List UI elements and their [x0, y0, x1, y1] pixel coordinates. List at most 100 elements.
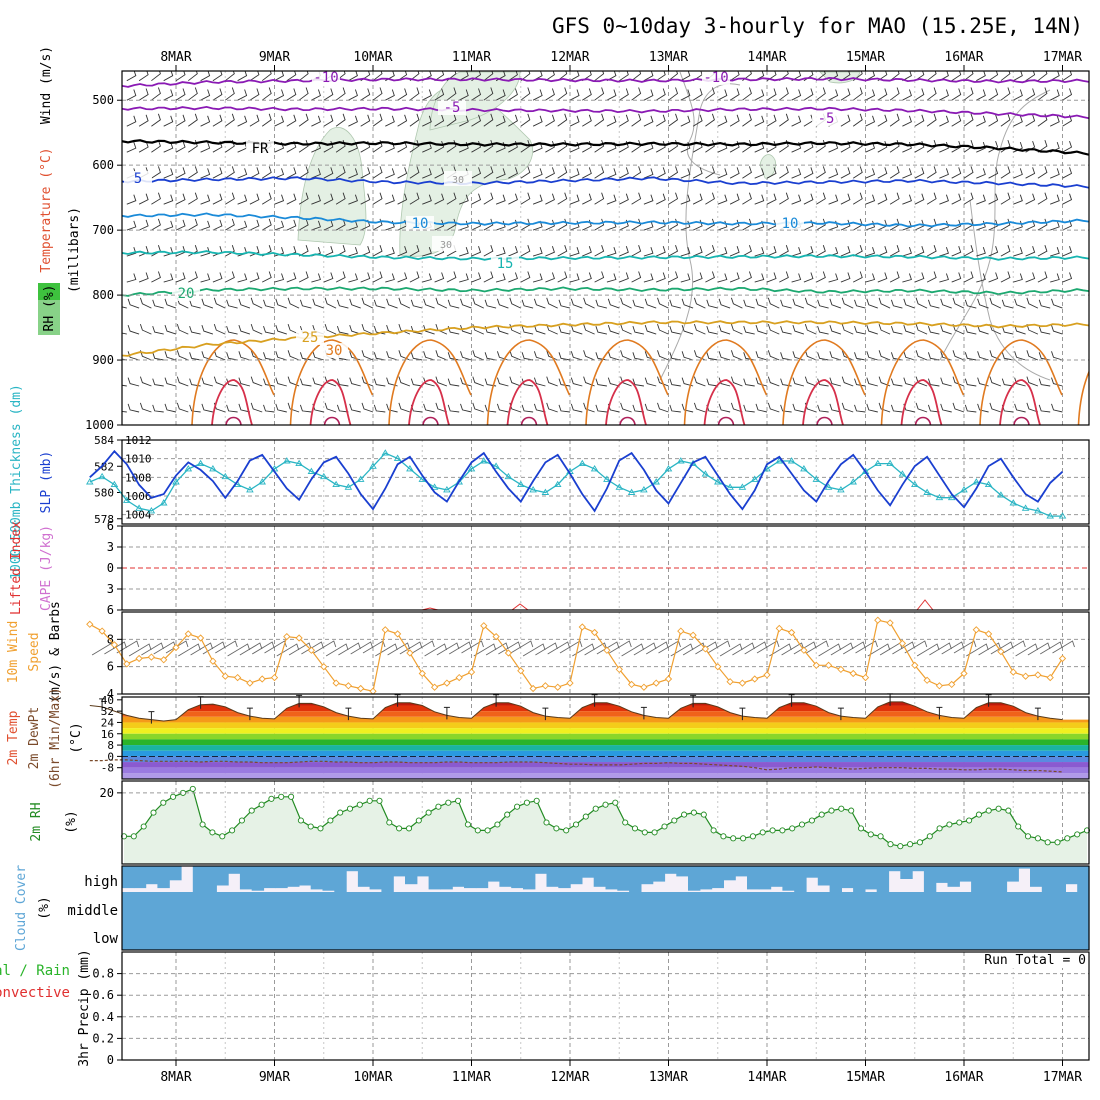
cloud-bar	[971, 921, 984, 950]
wind-barb	[323, 219, 334, 231]
cloud-bar	[982, 866, 996, 892]
wind-barb-10m	[769, 643, 792, 657]
wind-barb	[324, 402, 337, 413]
temp-minmax-whisker	[542, 707, 549, 721]
cloud-bar	[204, 892, 217, 921]
cloud-bar	[298, 892, 312, 921]
wind-barb	[1001, 299, 1014, 309]
wind-barb	[127, 324, 140, 335]
wind-speed-marker	[1058, 654, 1067, 663]
rh-marker	[405, 825, 413, 832]
cloud-bar	[263, 892, 276, 921]
wind-barb	[495, 247, 506, 257]
cloud-bar	[829, 866, 842, 892]
wind-barb	[188, 71, 198, 82]
rh-marker	[278, 793, 285, 800]
wind-barb	[631, 139, 642, 153]
wind-barb	[680, 247, 691, 257]
cloud-bar	[1065, 921, 1078, 950]
cloud-bar	[758, 921, 772, 950]
wind-barb	[163, 71, 174, 82]
wind-barb	[939, 247, 949, 257]
rh-marker	[612, 799, 619, 806]
wind-barb	[496, 351, 509, 361]
wind-barb	[852, 192, 863, 205]
cloud-bar	[853, 921, 866, 950]
wind-barb	[976, 247, 986, 257]
wind-barb	[546, 402, 558, 413]
wind-barb	[569, 194, 580, 205]
isotherm-35	[979, 339, 1063, 425]
wind-barb	[557, 271, 568, 283]
wind-speed-marker	[344, 682, 353, 690]
wind-barb	[926, 166, 937, 179]
wind-barb	[398, 297, 411, 309]
cloud-bar	[758, 892, 772, 921]
cloud-bar	[428, 892, 441, 921]
cloud-bar	[876, 921, 890, 950]
precip-tick-label: 0.6	[92, 988, 114, 1002]
wind-barb	[151, 71, 161, 82]
wind-barb	[249, 88, 260, 101]
wind-barb	[755, 298, 768, 309]
rh-marker	[523, 799, 530, 806]
rh-marker	[1024, 833, 1032, 840]
rh-marker	[504, 811, 511, 818]
cloud-bar	[440, 892, 453, 921]
wind-barb	[213, 297, 226, 309]
wind-barb	[349, 377, 361, 387]
cloud-bar	[475, 921, 489, 950]
wind-barb	[656, 272, 666, 283]
cloud-bar	[570, 866, 583, 885]
wind-barb	[274, 194, 285, 205]
thickness-marker	[689, 459, 697, 467]
wind-barb	[1000, 271, 1011, 283]
cloud-bar	[322, 921, 335, 950]
temp-band	[122, 728, 1089, 734]
rh-marker	[1054, 839, 1061, 846]
cloud-bar	[511, 892, 524, 921]
thickness-marker	[714, 478, 722, 485]
wind-barb	[360, 246, 371, 257]
wind-barb	[743, 404, 755, 413]
wind-barb	[964, 404, 977, 413]
wind-speed-marker	[935, 682, 944, 690]
thickness-marker	[480, 457, 488, 464]
cloud-bar	[959, 866, 972, 882]
wind-barb	[471, 140, 482, 153]
wind-barb	[655, 71, 666, 82]
wind-barb	[175, 272, 186, 283]
wind-barb	[903, 377, 915, 387]
rh-marker	[553, 825, 560, 832]
wind-barb	[989, 402, 1002, 413]
thickness-marker	[787, 457, 796, 464]
cloud-bar	[452, 866, 465, 887]
wind-barb	[398, 376, 411, 387]
cloud-bar	[145, 892, 158, 921]
wind-barb	[840, 71, 851, 82]
cloud-bar	[900, 921, 913, 950]
wind-barb	[952, 350, 965, 361]
wind-barb	[595, 325, 607, 335]
rh-marker	[907, 841, 914, 848]
isotherm-label: -5	[444, 100, 461, 116]
cloud-bar	[1053, 921, 1066, 950]
wind-barb	[595, 352, 607, 361]
wind-barb	[657, 376, 669, 387]
rh-marker	[229, 827, 236, 834]
lifted-index-blip	[511, 603, 529, 611]
temp-color-bands	[122, 701, 1089, 779]
wind-barb	[877, 193, 888, 205]
wind-barb	[680, 89, 691, 101]
wind-barb	[681, 403, 694, 413]
wind-barb	[335, 113, 346, 127]
wind-barb	[583, 297, 595, 309]
isotherm-label-bg	[320, 343, 348, 358]
cloud-bar	[310, 921, 324, 950]
wind-barb	[422, 247, 432, 257]
rh-marker	[720, 833, 727, 840]
wind-barb	[126, 71, 137, 82]
wind-barb	[372, 166, 383, 179]
wind-speed-marker	[554, 683, 562, 691]
wind-barb	[755, 377, 768, 387]
